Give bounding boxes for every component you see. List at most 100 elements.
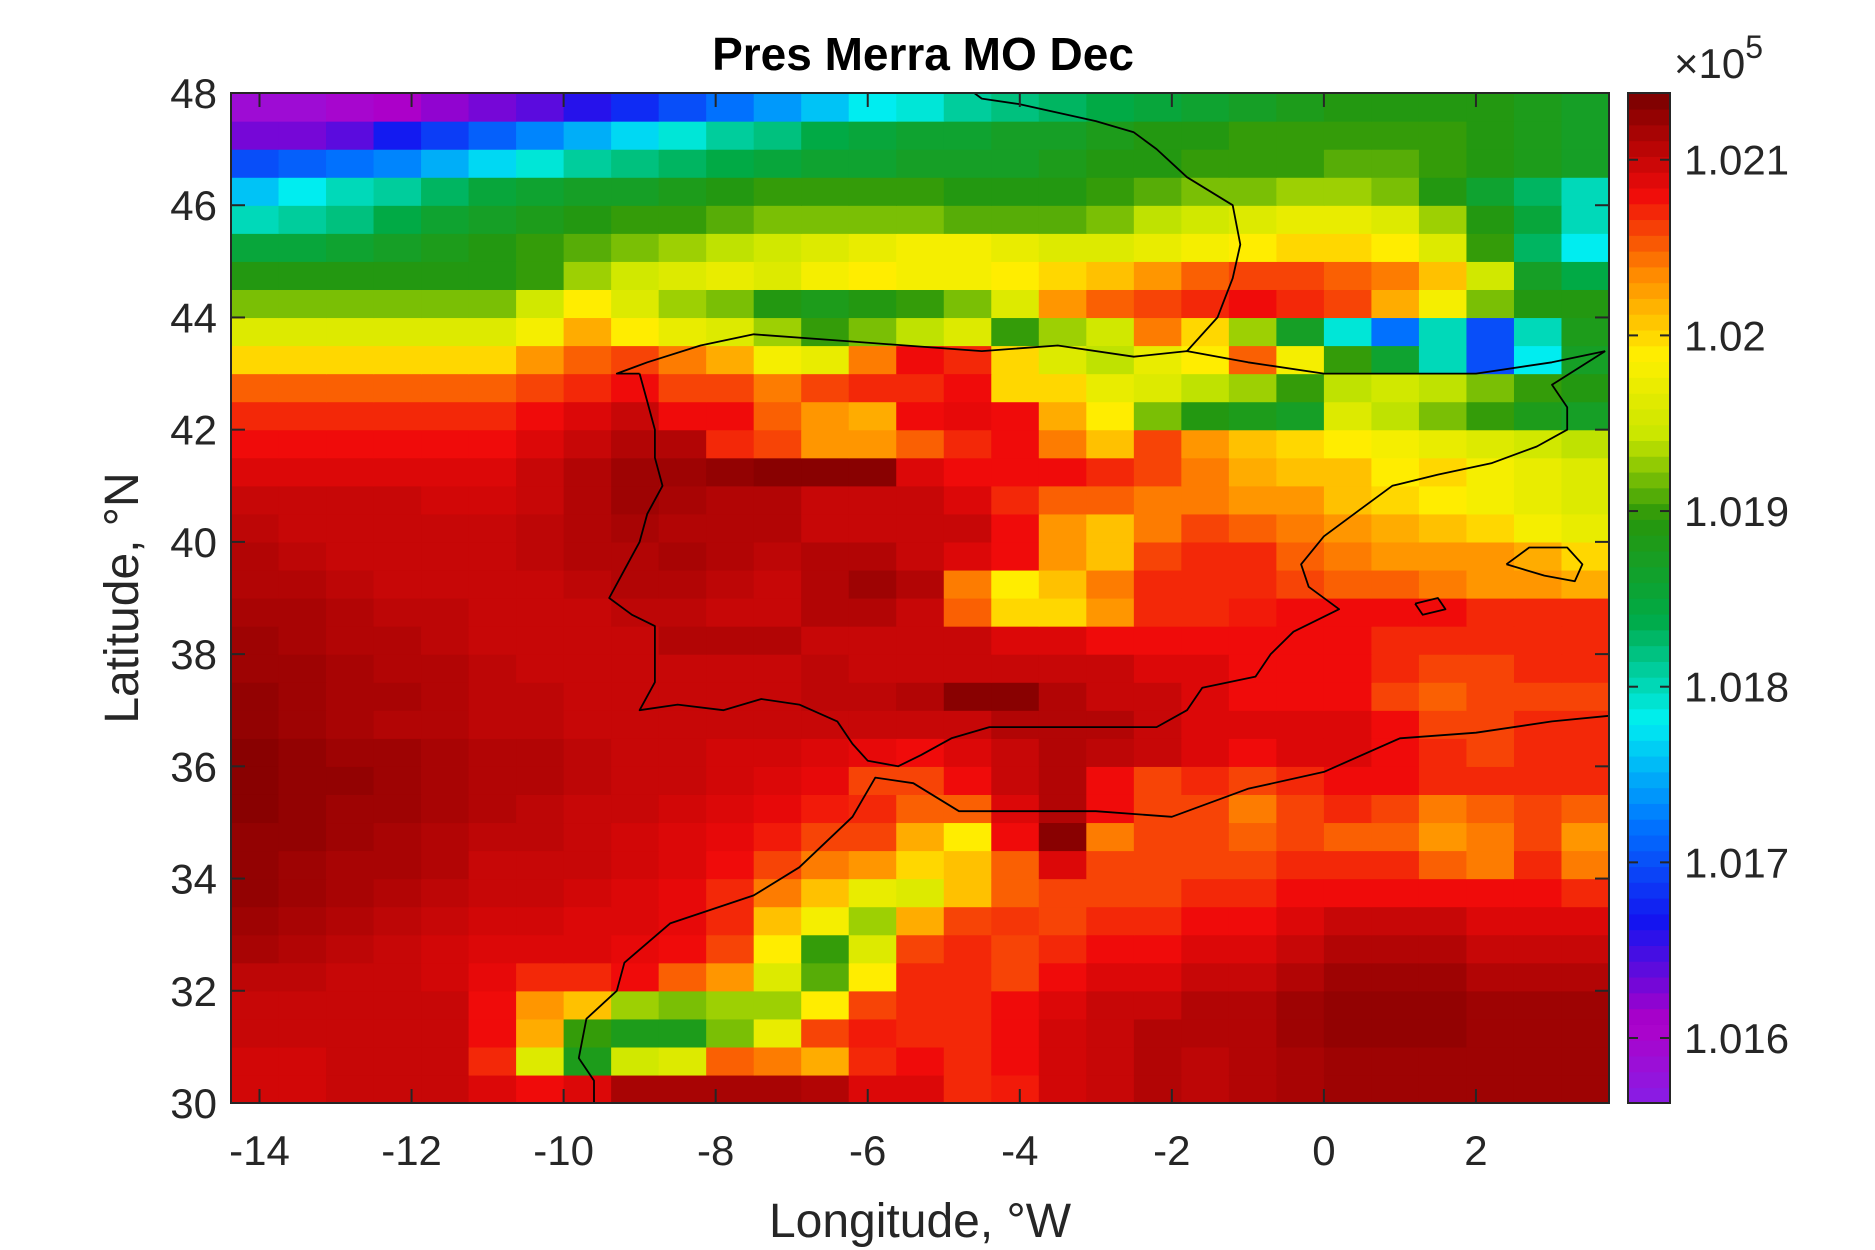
colorbar-segment — [1628, 108, 1670, 126]
heatmap-cell — [1228, 990, 1277, 1020]
heatmap-cells — [231, 93, 1610, 1104]
heatmap-cell — [516, 149, 565, 178]
heatmap-cell — [1228, 233, 1277, 262]
heatmap-cell — [326, 233, 375, 262]
heatmap-cell — [943, 205, 992, 234]
heatmap-cell — [326, 457, 375, 487]
heatmap-cell — [943, 233, 992, 262]
heatmap-cell — [1418, 205, 1468, 234]
heatmap-cell — [1418, 962, 1468, 992]
heatmap-cell — [1466, 934, 1515, 964]
heatmap-cell — [1418, 822, 1468, 852]
heatmap-cell — [1466, 205, 1515, 234]
heatmap-cell — [896, 233, 945, 262]
heatmap-cell — [1086, 457, 1135, 487]
heatmap-cell — [1038, 569, 1087, 599]
heatmap-cell — [231, 569, 280, 599]
heatmap-cell — [848, 205, 897, 234]
heatmap-cell — [706, 598, 755, 627]
heatmap-cell — [1466, 654, 1515, 683]
heatmap-cell — [373, 906, 422, 936]
heatmap-cell — [1038, 401, 1087, 431]
heatmap-cell — [231, 345, 280, 375]
heatmap-cell — [326, 177, 375, 206]
heatmap-cell — [1371, 738, 1420, 767]
heatmap-cell — [706, 93, 755, 122]
heatmap-cell — [801, 878, 850, 908]
heatmap-cell — [801, 485, 850, 515]
heatmap-cell — [1086, 401, 1135, 431]
heatmap-cell — [1418, 429, 1468, 459]
heatmap-cell — [231, 682, 280, 711]
heatmap-cell — [943, 1074, 992, 1104]
heatmap-cell — [516, 682, 565, 711]
heatmap-cell — [1086, 906, 1135, 936]
heatmap-cell — [516, 878, 565, 908]
heatmap-cell — [991, 794, 1040, 824]
heatmap-cell — [373, 1046, 422, 1076]
heatmap-cell — [326, 513, 375, 543]
heatmap-cell — [468, 654, 517, 683]
heatmap-cell — [563, 93, 612, 122]
heatmap-cell — [373, 429, 422, 459]
heatmap-cell — [421, 962, 470, 992]
heatmap-cell — [658, 205, 707, 234]
heatmap-cell — [991, 233, 1040, 262]
heatmap-cell — [1513, 513, 1563, 543]
heatmap-cell — [943, 485, 992, 515]
heatmap-cell — [1323, 934, 1373, 964]
heatmap-cell — [658, 598, 707, 627]
heatmap-cell — [421, 598, 470, 627]
heatmap-cell — [278, 177, 327, 206]
heatmap-cell — [753, 317, 802, 347]
heatmap-cell — [896, 569, 945, 599]
heatmap-cell — [753, 906, 802, 936]
heatmap-cell — [1276, 429, 1325, 459]
heatmap-cell — [1133, 345, 1182, 375]
heatmap-cell — [421, 1074, 470, 1104]
heatmap-cell — [468, 738, 517, 767]
heatmap-cell — [1323, 93, 1373, 122]
heatmap-cell — [326, 962, 375, 992]
heatmap-cell — [421, 569, 470, 599]
heatmap-cell — [801, 205, 850, 234]
heatmap-cell — [1466, 345, 1515, 375]
heatmap-cell — [1418, 794, 1468, 824]
heatmap-cell — [848, 794, 897, 824]
heatmap-cell — [896, 541, 945, 571]
x-tick-label: -10 — [533, 1127, 594, 1174]
heatmap-cell — [1086, 990, 1135, 1020]
heatmap-cell — [1038, 177, 1087, 206]
heatmap-cell — [991, 766, 1040, 795]
heatmap-cell — [943, 850, 992, 880]
heatmap-cell — [278, 906, 327, 936]
heatmap-cell — [658, 794, 707, 824]
heatmap-cell — [516, 121, 565, 150]
heatmap-cell — [753, 1046, 802, 1076]
heatmap-cell — [516, 93, 565, 122]
heatmap-cell — [563, 654, 612, 683]
heatmap-cell — [1276, 317, 1325, 347]
x-axis: -14 -12 -10 -8 -6 -4 -2 0 2 — [229, 93, 1488, 1174]
heatmap-cell — [611, 1074, 660, 1104]
heatmap-cell — [563, 766, 612, 795]
heatmap-cell — [1513, 289, 1563, 319]
heatmap-cell — [801, 906, 850, 936]
heatmap-cell — [1228, 766, 1277, 795]
heatmap-cell — [848, 541, 897, 571]
heatmap-cell — [991, 1074, 1040, 1104]
heatmap-cell — [278, 345, 327, 375]
heatmap-cell — [326, 401, 375, 431]
heatmap-cell — [1038, 205, 1087, 234]
heatmap-cell — [658, 822, 707, 852]
heatmap-cell — [991, 205, 1040, 234]
heatmap-cell — [1181, 822, 1230, 852]
heatmap-cell — [1038, 850, 1087, 880]
heatmap-cell — [1133, 738, 1182, 767]
heatmap-cell — [896, 1046, 945, 1076]
coastline — [608, 350, 1606, 768]
heatmap-cell — [1371, 233, 1420, 262]
heatmap-cell — [326, 822, 375, 852]
heatmap-cell — [1228, 878, 1277, 908]
heatmap-cell — [848, 373, 897, 403]
